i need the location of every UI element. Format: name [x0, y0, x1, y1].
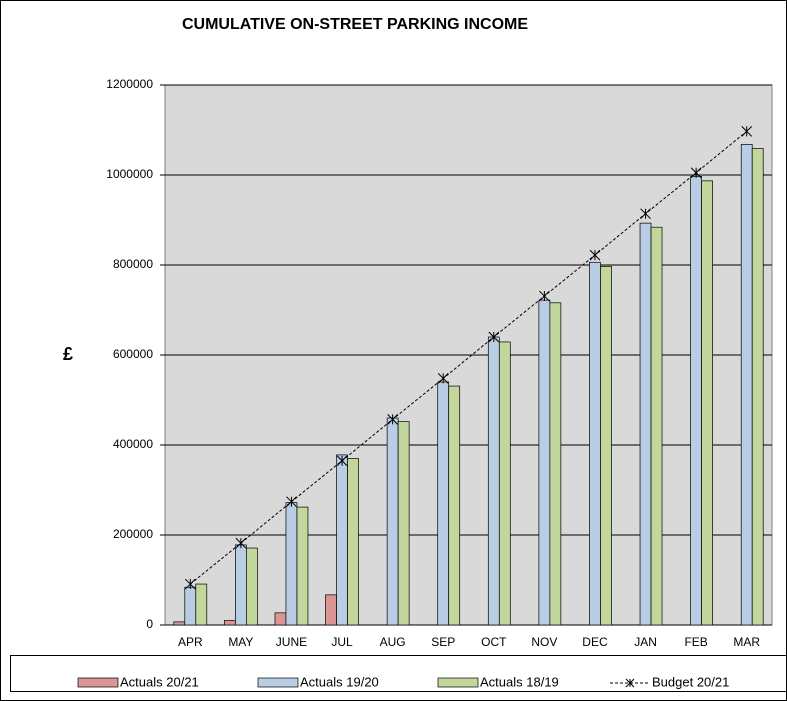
budget-marker: [741, 125, 753, 137]
bar: [296, 506, 309, 626]
y-tick-label: 800000: [113, 257, 153, 271]
x-tick-label: SEP: [431, 635, 455, 649]
bar: [448, 385, 461, 626]
bar: [549, 302, 562, 626]
x-tick-label: JUL: [331, 635, 353, 649]
budget-marker: [184, 578, 196, 590]
legend-swatch: [437, 677, 479, 688]
bar: [437, 381, 450, 626]
budget-marker: [336, 455, 348, 467]
budget-line: [189, 130, 748, 585]
bar: [347, 458, 359, 626]
x-tick-label: NOV: [531, 635, 557, 649]
budget-marker: [640, 208, 651, 220]
bar: [498, 341, 511, 626]
bar: [224, 620, 236, 626]
bar: [246, 547, 258, 626]
bar: [184, 586, 197, 626]
bar: [285, 502, 298, 626]
y-tick-label: 600000: [113, 347, 153, 361]
x-tick-label: JAN: [634, 635, 657, 649]
legend-label: Budget 20/21: [652, 674, 729, 689]
bar: [600, 266, 612, 626]
bar: [386, 417, 399, 626]
budget-marker: [387, 413, 398, 425]
legend-label: Actuals 20/21: [120, 674, 199, 689]
bar: [650, 226, 663, 626]
bar: [740, 144, 753, 626]
bar: [325, 594, 337, 626]
bar: [397, 421, 410, 626]
chart-title: CUMULATIVE ON-STREET PARKING INCOME: [182, 16, 528, 33]
budget-marker: [286, 496, 297, 508]
budget-marker: [235, 537, 247, 549]
y-tick-label: 400000: [113, 437, 153, 451]
x-tick-label: DEC: [582, 635, 608, 649]
bar: [173, 621, 186, 626]
bar: [538, 299, 551, 626]
bar: [690, 176, 702, 626]
x-tick-label: OCT: [481, 635, 507, 649]
bar: [195, 583, 208, 626]
y-tick-label: 200000: [113, 527, 153, 541]
x-tick-label: MAY: [228, 635, 253, 649]
budget-marker: [437, 373, 449, 384]
legend-swatch: [77, 677, 119, 688]
y-tick-label: 1000000: [106, 167, 153, 181]
x-tick-label: FEB: [684, 635, 707, 649]
legend-box: [10, 655, 787, 692]
bar: [235, 544, 247, 626]
bar: [589, 261, 601, 626]
budget-marker: [488, 331, 500, 343]
y-tick-label: 1200000: [106, 77, 153, 91]
x-tick-label: APR: [178, 635, 203, 649]
bar: [336, 454, 348, 626]
bar: [639, 222, 652, 626]
budget-marker: [539, 290, 550, 302]
y-tick-label: 0: [146, 617, 153, 631]
x-tick-label: AUG: [380, 635, 406, 649]
legend-marker: [625, 678, 635, 688]
legend-label: Actuals 18/19: [480, 674, 559, 689]
bar: [751, 148, 764, 626]
x-tick-label: JUNE: [276, 635, 307, 649]
bar: [701, 180, 713, 626]
x-tick-label: MAR: [733, 635, 760, 649]
y-axis-label: £: [63, 344, 73, 364]
budget-marker: [690, 167, 702, 179]
bar: [274, 612, 287, 626]
budget-marker: [589, 249, 601, 261]
legend-swatch: [257, 677, 299, 688]
legend-label: Actuals 19/20: [300, 674, 379, 689]
bar: [487, 336, 500, 626]
